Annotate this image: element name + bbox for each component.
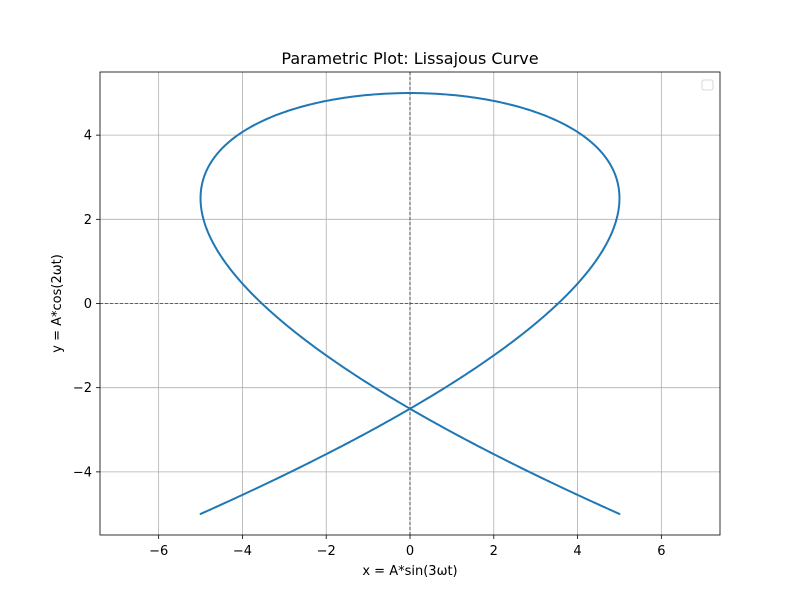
- zero-lines: [100, 72, 720, 535]
- x-tick-label: −6: [149, 544, 168, 559]
- series-layer: [199, 92, 621, 515]
- y-tick-label: 0: [84, 297, 92, 312]
- y-tick-label: 4: [84, 129, 92, 144]
- y-tick-label: −2: [73, 381, 92, 396]
- y-tick-label: −4: [73, 465, 92, 480]
- x-tick-label: −2: [317, 544, 336, 559]
- y-tick-label: 2: [84, 213, 92, 228]
- y-axis-label: y = A*cos(2ωt): [50, 254, 65, 353]
- x-tick-label: 6: [657, 544, 665, 559]
- x-axis-label: x = A*sin(3ωt): [362, 564, 457, 579]
- lissajous-curve-series: [199, 92, 621, 515]
- x-tick-label: 2: [490, 544, 498, 559]
- x-tick-label: 4: [573, 544, 581, 559]
- legend-box: [701, 79, 714, 91]
- x-tick-label: 0: [406, 544, 414, 559]
- x-tick-label: −4: [233, 544, 252, 559]
- chart-title: Parametric Plot: Lissajous Curve: [281, 49, 538, 68]
- ticks: −6 −4 −2 0 2 4 6 −4 −2 0 2 4: [73, 129, 666, 559]
